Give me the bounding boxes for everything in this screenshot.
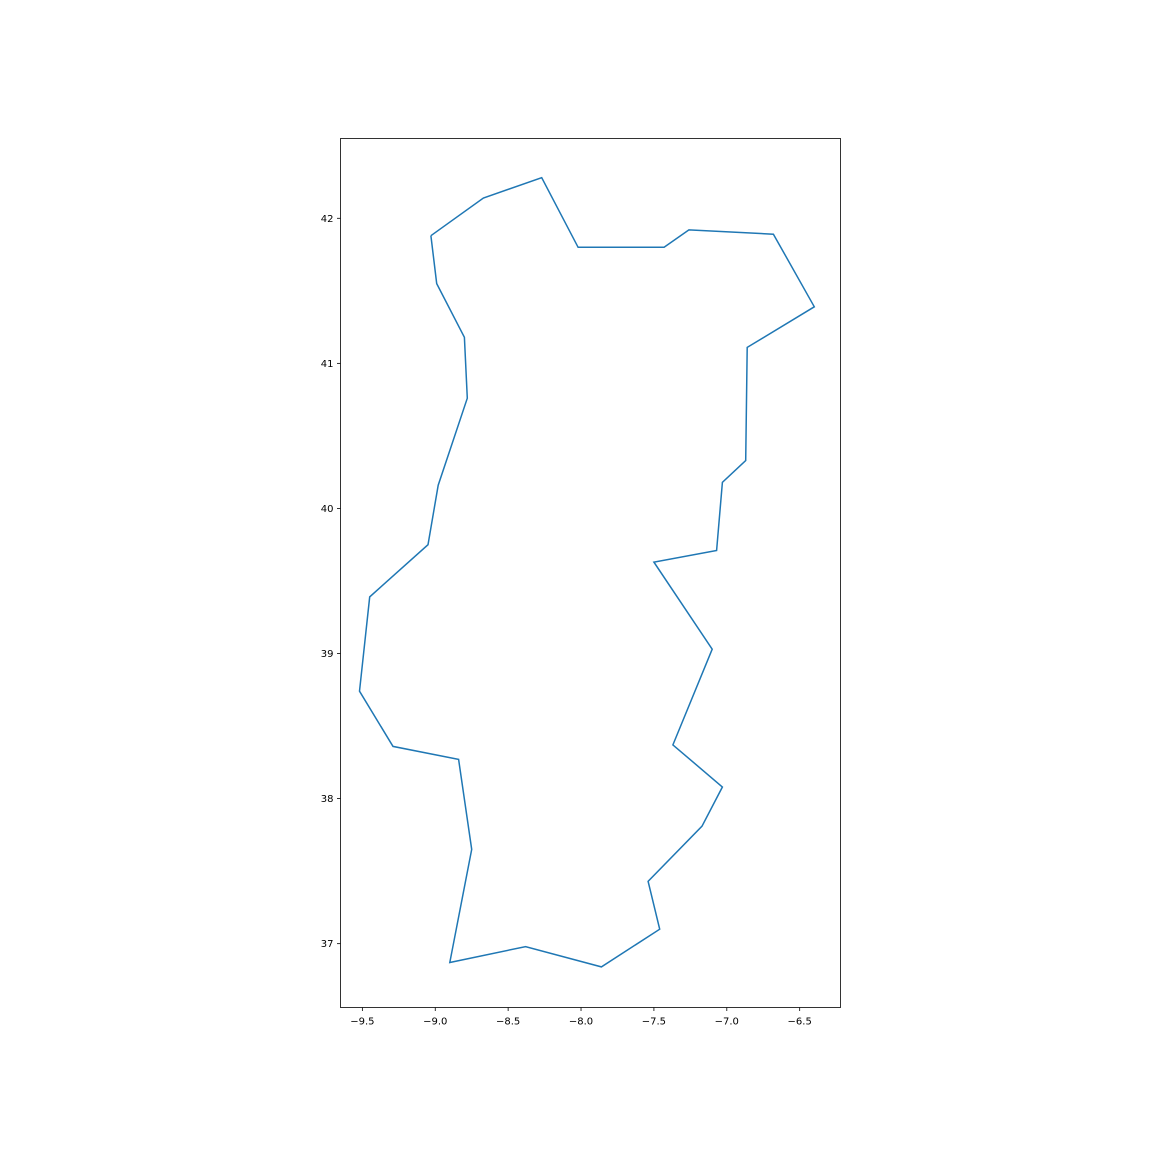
plot-area-background xyxy=(340,138,841,1008)
plot-frame xyxy=(340,138,841,1008)
y-tick-label: 37 xyxy=(321,939,334,950)
series-line-0 xyxy=(358,176,816,968)
x-tick-label: −7.5 xyxy=(642,1017,666,1028)
series-layer xyxy=(358,176,816,968)
x-tick-label: −9.5 xyxy=(350,1017,374,1028)
y-tick-label: 40 xyxy=(321,504,334,515)
x-tick-label: −6.5 xyxy=(788,1017,812,1028)
x-tick-label: −8.0 xyxy=(569,1017,593,1028)
x-axis: −9.5 −9.0 −8.5 −8.0 −7.5 −7.0 −6.5 xyxy=(350,1007,812,1028)
y-tick-label: 39 xyxy=(321,649,334,660)
y-tick-label: 38 xyxy=(321,794,334,805)
x-tick-label: −8.5 xyxy=(496,1017,520,1028)
x-tick-label: −7.0 xyxy=(715,1017,739,1028)
y-tick-label: 41 xyxy=(321,359,334,370)
x-tick-label: −9.0 xyxy=(423,1017,447,1028)
y-tick-label: 42 xyxy=(321,214,334,225)
y-axis: 37 38 39 40 41 42 xyxy=(321,214,341,950)
